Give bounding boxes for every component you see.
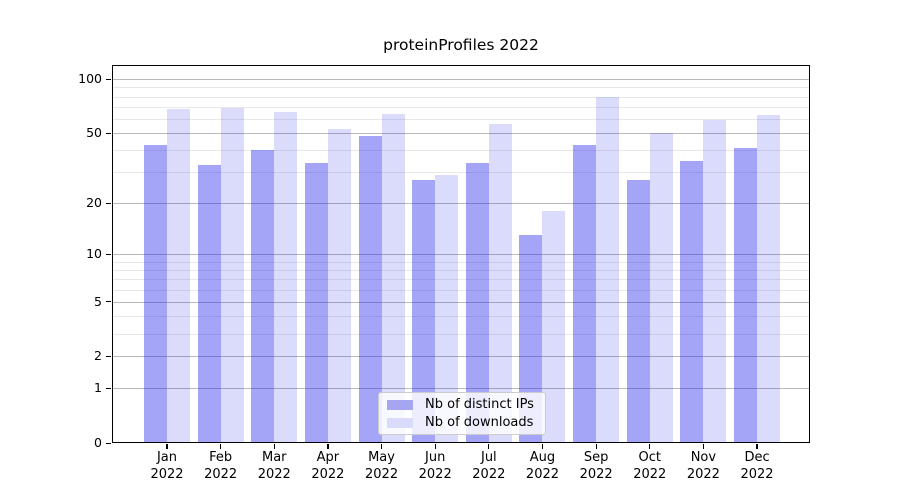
bar-aug-distinct-ips [519,234,543,443]
x-tick-mark [273,444,275,449]
bar-jul-distinct-ips [465,162,489,443]
bar-jan-downloads [167,109,190,443]
y-tick-label: 5 [94,293,102,309]
x-tick-label: Aug 2022 [525,450,560,482]
y-tick-label: 100 [78,71,102,87]
y-tick-label: 2 [94,348,102,364]
bar-jun-distinct-ips [412,180,436,443]
legend-swatch-distinct-ips [387,399,413,410]
x-tick-label: Jun 2022 [418,450,452,482]
legend-label-downloads: Nb of downloads [425,415,534,430]
bar-jul-downloads [488,124,512,443]
y-tick-mark [106,78,111,80]
y-tick-mark [106,442,111,444]
y-tick-label: 0 [94,435,102,450]
gridlines-layer [112,65,810,443]
gridline-minor [112,316,810,318]
bar-oct-distinct-ips [626,180,650,443]
y-tick-label: 10 [86,246,102,261]
gridline-minor [112,150,810,152]
gridline-minor [112,96,810,98]
gridline-major [112,356,810,358]
x-tick-label: Jan 2022 [150,450,184,482]
gridline-minor [112,118,810,120]
legend-label-distinct-ips: Nb of distinct IPs [425,397,534,412]
x-tick-label: Mar 2022 [257,450,291,482]
legend-swatch-downloads [387,417,413,428]
bar-feb-distinct-ips [197,165,221,443]
bar-jun-downloads [435,174,459,443]
x-tick-mark [649,444,651,449]
y-tick-mark [106,253,111,255]
gridline-minor [112,261,810,263]
bar-may-downloads [381,113,405,443]
bar-aug-downloads [542,210,566,443]
gridline-minor [112,289,810,291]
y-tick-mark [106,132,111,134]
bar-apr-downloads [327,128,351,443]
y-tick-mark [106,301,111,303]
gridline-major [112,254,810,255]
bar-jan-distinct-ips [144,144,167,443]
gridline-major [112,388,810,390]
x-tick-label: Oct 2022 [633,450,667,482]
chart-title: proteinProfiles 2022 [383,36,539,54]
plot-area: Nb of distinct IPs Nb of downloads [112,65,810,443]
x-tick-mark [380,444,383,449]
x-tick-label: Jul 2022 [472,450,506,482]
gridline-major [112,203,810,205]
y-tick-mark [106,202,111,204]
y-tick-label: 50 [86,125,102,141]
gridline-major [112,301,810,303]
bar-dec-downloads [757,115,781,443]
y-tick-mark [106,355,111,358]
legend-item-downloads: Nb of downloads [387,415,537,430]
x-tick-mark [434,444,436,449]
gridline-major [112,79,810,81]
bar-sep-downloads [596,96,620,443]
bar-dec-distinct-ips [734,148,758,443]
bar-mar-downloads [274,111,298,443]
x-tick-mark [541,444,544,449]
x-tick-mark [702,444,704,449]
bar-apr-distinct-ips [304,162,328,443]
x-tick-mark [488,444,490,449]
x-tick-label: Feb 2022 [204,450,238,482]
x-tick-label: May 2022 [365,450,399,482]
bar-mar-distinct-ips [251,150,275,443]
bar-feb-downloads [220,108,244,443]
gridline-minor [112,172,810,174]
gridline-minor [112,269,810,271]
y-tick-label: 1 [94,380,102,396]
x-tick-mark [327,444,329,449]
bar-nov-downloads [703,120,727,443]
gridline-major [112,133,810,135]
bar-nov-distinct-ips [680,160,704,443]
x-tick-label: Sep 2022 [579,450,613,482]
gridline-minor [112,333,810,335]
x-tick-label: Nov 2022 [686,450,720,482]
gridline-minor [112,107,810,109]
bar-oct-downloads [649,133,673,443]
gridline-minor [112,87,810,89]
legend: Nb of distinct IPs Nb of downloads [378,392,546,435]
x-tick-mark [166,444,168,449]
x-tick-label: Dec 2022 [740,450,774,482]
x-tick-mark [220,444,222,449]
legend-item-distinct-ips: Nb of distinct IPs [387,397,537,412]
bars-layer [112,65,810,443]
y-tick-label: 20 [86,195,102,211]
bar-may-distinct-ips [358,136,382,443]
x-tick-label: Apr 2022 [311,450,345,482]
bar-sep-distinct-ips [573,144,597,443]
gridline-minor [112,279,810,281]
y-tick-mark [106,387,111,390]
x-tick-mark [595,444,597,449]
x-tick-mark [756,444,758,449]
